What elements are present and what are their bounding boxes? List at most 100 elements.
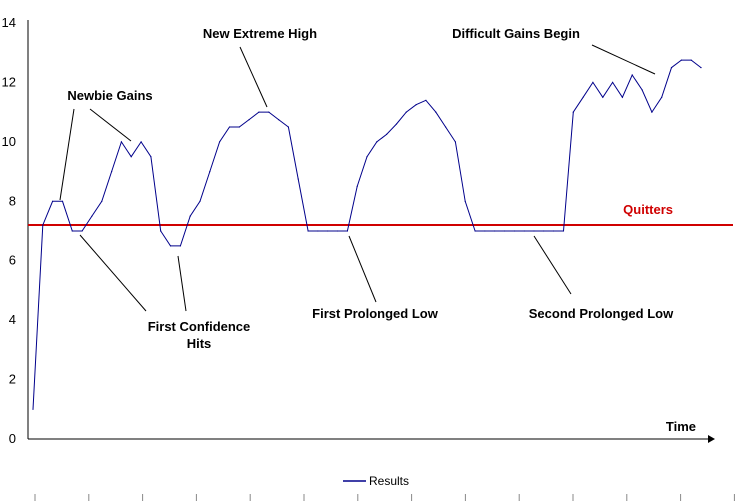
results-point <box>219 141 221 143</box>
y-tick-label: 4 <box>9 312 16 327</box>
results-point <box>651 111 653 113</box>
results-point <box>484 230 486 232</box>
results-point <box>670 67 673 69</box>
results-point <box>661 96 663 98</box>
callout-leader-line <box>177 255 187 312</box>
callout-leader-line <box>348 235 377 303</box>
results-point <box>395 123 398 125</box>
results-point <box>258 111 260 113</box>
y-tick-label: 10 <box>2 134 16 149</box>
callout-leader-line <box>591 44 656 75</box>
results-point <box>680 59 683 61</box>
results-point <box>346 230 348 232</box>
x-axis-arrowhead <box>708 435 715 443</box>
results-point <box>120 141 122 143</box>
results-point <box>91 215 93 217</box>
results-point <box>513 230 516 232</box>
results-point <box>582 96 584 98</box>
quitters-label: Quitters <box>623 202 673 217</box>
results-point <box>317 230 319 232</box>
results-point <box>278 119 280 121</box>
results-point <box>160 230 162 232</box>
results-point <box>602 96 604 98</box>
results-point <box>376 141 378 143</box>
results-point <box>533 230 535 232</box>
results-point <box>562 230 565 232</box>
results-point <box>621 96 624 98</box>
results-point <box>297 178 299 180</box>
results-point <box>130 156 132 158</box>
legend-label-results: Results <box>369 474 409 488</box>
results-point <box>71 230 73 232</box>
y-axis-ticks: 0 2 4 6 8 10 12 14 <box>2 15 16 446</box>
y-tick-label: 2 <box>9 372 16 387</box>
results-point <box>454 141 456 143</box>
y-tick-label: 12 <box>2 74 16 89</box>
results-point <box>425 99 427 101</box>
results-point <box>209 171 211 173</box>
callout-label: Newbie Gains <box>67 88 152 103</box>
callout-leader-line <box>239 46 268 108</box>
results-point <box>474 230 476 232</box>
results-point <box>61 200 64 202</box>
results-point <box>543 230 545 232</box>
callout-label: New Extreme High <box>203 26 317 41</box>
results-point <box>641 89 643 91</box>
results-point <box>32 408 34 410</box>
y-tick-label: 0 <box>9 431 16 446</box>
legend: Results <box>343 474 409 488</box>
y-tick-label: 6 <box>9 253 16 268</box>
x-axis-tick-marks <box>34 494 735 501</box>
x-axis-label: Time <box>666 419 696 434</box>
results-point <box>179 245 181 247</box>
y-tick-label: 8 <box>9 193 16 208</box>
results-point <box>307 230 309 232</box>
results-point <box>405 111 407 113</box>
results-point <box>690 59 692 61</box>
results-point <box>503 230 506 232</box>
callout-leader-line <box>79 234 147 312</box>
results-point <box>150 156 152 158</box>
callout-leader-line <box>59 108 75 201</box>
results-point <box>572 111 574 113</box>
results-point <box>700 67 702 69</box>
results-point <box>140 141 142 143</box>
results-point <box>592 81 594 83</box>
callout-label: Difficult Gains Begin <box>452 26 580 41</box>
results-point <box>189 215 191 217</box>
results-point <box>111 171 113 173</box>
results-point <box>445 126 447 128</box>
callout-label: Hits <box>187 336 212 351</box>
results-point <box>553 230 555 232</box>
results-series-points <box>32 59 702 410</box>
results-point <box>268 111 270 113</box>
y-tick-label: 14 <box>2 15 16 30</box>
results-point <box>81 230 83 232</box>
results-point <box>415 104 417 106</box>
results-point <box>52 200 54 202</box>
results-point <box>356 185 358 187</box>
results-point <box>494 230 496 232</box>
results-point <box>612 81 614 83</box>
results-series-line <box>32 59 702 410</box>
callout-leader-line <box>89 108 132 142</box>
results-point <box>248 119 250 121</box>
callout-label: First Prolonged Low <box>312 306 439 321</box>
results-point <box>101 200 103 202</box>
callout-label: First Confidence <box>148 319 251 334</box>
results-point <box>169 245 172 247</box>
results-point <box>199 200 201 202</box>
results-point <box>228 126 231 128</box>
results-point <box>366 156 368 158</box>
results-point <box>42 224 44 226</box>
results-point <box>336 230 339 232</box>
results-point <box>631 74 633 76</box>
callout-leader-line <box>533 235 572 295</box>
results-point <box>287 126 289 128</box>
results-point <box>238 126 240 128</box>
results-point <box>523 230 525 232</box>
results-point <box>327 230 329 232</box>
results-point <box>386 133 388 135</box>
results-point <box>464 200 466 202</box>
